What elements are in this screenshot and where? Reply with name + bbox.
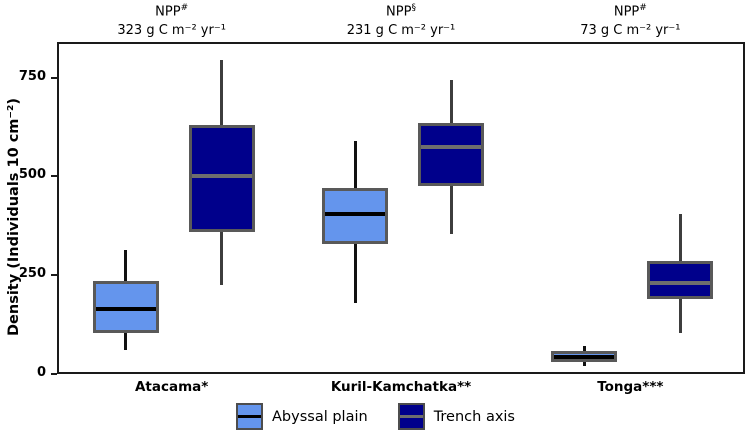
boxplot-box	[418, 123, 484, 187]
y-tick-label: 250	[18, 266, 46, 282]
legend-item: Trench axis	[397, 403, 515, 430]
boxplot-median	[95, 306, 156, 311]
boxplot-median	[554, 355, 615, 360]
y-tick-mark	[51, 373, 57, 375]
boxplot-median	[191, 174, 252, 179]
npp-annotation: NPP# 73 g C m⁻² yr⁻¹	[510, 2, 750, 41]
legend-item: Abyssal plain	[236, 403, 368, 430]
x-axis-label: Atacama*	[134, 379, 209, 395]
npp-value: 323 g C m⁻² yr⁻¹	[117, 23, 226, 39]
plot-area	[57, 42, 745, 374]
boxplot-median	[421, 144, 481, 149]
legend-swatch-median-line	[238, 415, 261, 418]
legend-swatch	[236, 403, 263, 430]
legend-label: Abyssal plain	[272, 408, 368, 425]
legend-swatch-median-line	[399, 415, 423, 418]
y-tick-label: 750	[18, 68, 46, 84]
legend: Abyssal plain Trench axis	[0, 403, 751, 430]
legend-swatch	[397, 403, 425, 430]
npp-annotation: NPP# 323 g C m⁻² yr⁻¹	[52, 2, 292, 41]
y-tick-label: 500	[18, 167, 46, 183]
boxplot-box	[647, 261, 714, 299]
boxplot-median	[325, 211, 385, 216]
boxplot-median	[650, 281, 711, 286]
npp-label: NPP§	[386, 3, 416, 20]
npp-value: 231 g C m⁻² yr⁻¹	[346, 23, 456, 39]
npp-label: NPP#	[155, 3, 189, 20]
y-tick-mark	[51, 76, 57, 79]
npp-label: NPP#	[613, 3, 647, 20]
y-axis-title: Density (Individuals 10 cm⁻²)	[6, 97, 22, 336]
npp-annotation: NPP§ 231 g C m⁻² yr⁻¹	[281, 2, 521, 41]
legend-label: Trench axis	[433, 408, 515, 425]
y-tick-label: 0	[36, 365, 46, 380]
x-axis-label: Kuril-Kamchatka**	[330, 379, 472, 395]
x-axis-label: Tonga***	[597, 379, 664, 395]
y-tick-mark	[51, 274, 57, 277]
y-tick-mark	[51, 175, 57, 178]
npp-value: 73 g C m⁻² yr⁻¹	[580, 23, 681, 39]
